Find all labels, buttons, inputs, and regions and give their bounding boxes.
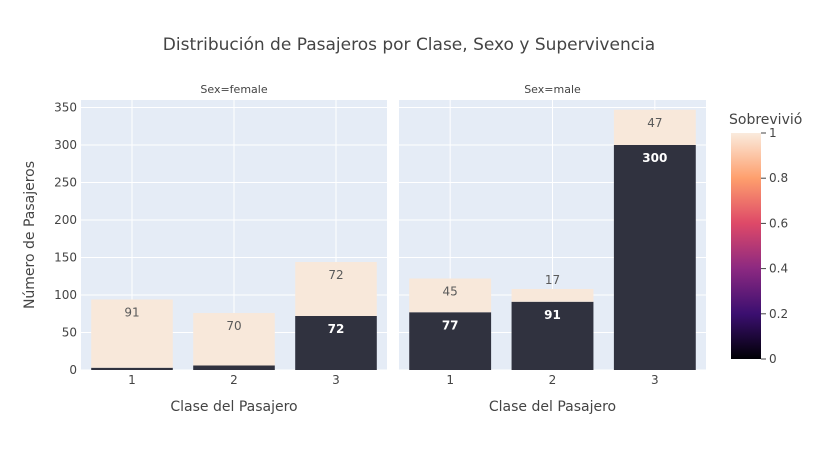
x-tick-label: 3 [651, 373, 659, 387]
bar [613, 109, 696, 145]
bar-value-label: 91 [124, 306, 139, 320]
bar-value-label: 300 [642, 151, 667, 165]
chart-title: Distribución de Pasajeros por Clase, Sex… [163, 35, 655, 55]
y-tick-label: 50 [62, 326, 77, 340]
y-tick-label: 100 [54, 288, 77, 302]
bar [91, 367, 173, 370]
bar [409, 312, 492, 370]
bar [613, 145, 696, 370]
colorbar-title: Sobrevivió [729, 112, 802, 128]
colorbar-tick-label: 0.4 [769, 262, 788, 276]
bar-value-label: 47 [647, 116, 662, 130]
bar [511, 301, 594, 370]
bar-value-label: 91 [544, 308, 561, 322]
colorbar: Sobrevivió 0 0.2 0.4 0.6 0.8 1 [729, 112, 802, 366]
y-tick-label: 0 [69, 363, 77, 377]
bar [91, 299, 173, 368]
bar-value-label: 70 [226, 319, 241, 333]
bar [193, 313, 275, 366]
colorbar-tick-label: 1 [769, 126, 777, 140]
x-axis-label: Clase del Pasajero [489, 399, 616, 415]
bar [295, 262, 377, 316]
x-axis-label: Clase del Pasajero [170, 399, 297, 415]
x-tick-label: 2 [230, 373, 238, 387]
colorbar-gradient [731, 133, 761, 359]
bar-value-label: 17 [545, 273, 560, 287]
bar-value-label: 45 [443, 285, 458, 299]
bar [511, 289, 594, 302]
colorbar-tick-label: 0.6 [769, 216, 788, 230]
y-tick-label: 200 [54, 213, 77, 227]
y-tick-label: 150 [54, 251, 77, 265]
x-tick-label: 3 [332, 373, 340, 387]
colorbar-tick-label: 0.2 [769, 307, 788, 321]
y-axis-label: Número de Pasajeros [22, 161, 38, 309]
colorbar-tick-label: 0.8 [769, 171, 788, 185]
bar [409, 278, 492, 313]
y-tick-label: 300 [54, 138, 77, 152]
bar-value-label: 77 [442, 318, 459, 332]
bar [295, 316, 377, 370]
y-tick-label: 350 [54, 101, 77, 115]
bar-value-label: 72 [328, 268, 343, 282]
bar-value-label: 72 [328, 322, 345, 336]
panel-title: Sex=female [200, 83, 267, 96]
bar [193, 365, 275, 370]
x-tick-label: 2 [549, 373, 557, 387]
colorbar-tick-label: 0 [769, 352, 777, 366]
panel-title: Sex=male [524, 83, 581, 96]
x-tick-label: 1 [446, 373, 454, 387]
y-tick-label: 250 [54, 176, 77, 190]
x-tick-label: 1 [128, 373, 136, 387]
